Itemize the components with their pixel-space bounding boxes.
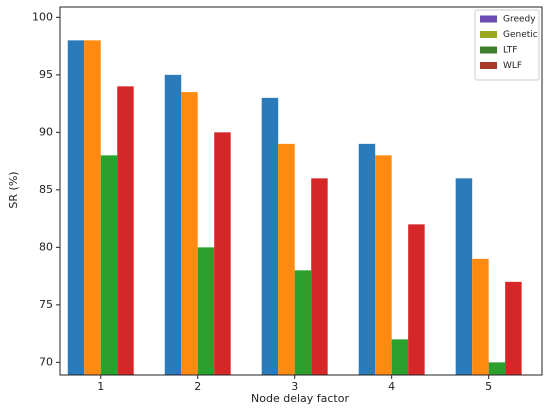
legend-label: LTF	[503, 46, 517, 56]
x-axis-label: Node delay factor	[251, 392, 349, 405]
bar	[358, 143, 376, 375]
bar	[488, 362, 506, 375]
x-tick-label: 4	[388, 380, 395, 393]
bar	[164, 74, 182, 375]
y-tick-label: 90	[39, 125, 53, 138]
x-tick-label: 5	[485, 380, 492, 393]
y-tick-label: 70	[39, 355, 53, 368]
bar	[375, 155, 392, 375]
legend-label: WLF	[503, 61, 522, 71]
legend-label: Genetic	[503, 30, 538, 40]
y-tick-label: 75	[39, 298, 53, 311]
bar	[472, 258, 489, 375]
bar	[67, 40, 85, 375]
bar	[197, 247, 215, 375]
bar	[261, 97, 279, 375]
bar	[214, 132, 231, 375]
x-tick-label: 2	[194, 380, 201, 393]
y-tick-label: 100	[32, 10, 53, 23]
y-tick-label: 85	[39, 183, 53, 196]
bar	[181, 92, 198, 375]
legend-swatch	[480, 46, 497, 54]
bar	[278, 143, 295, 375]
bar	[100, 155, 118, 375]
x-tick-label: 3	[291, 380, 298, 393]
y-tick-label: 80	[39, 240, 53, 253]
y-axis-label: SR (%)	[7, 171, 20, 208]
legend: Greedy Genetic LTF WLF	[474, 9, 540, 81]
legend-swatch	[480, 62, 497, 69]
bar	[311, 178, 328, 375]
bar	[84, 40, 101, 375]
legend-swatch	[480, 31, 497, 38]
legend-label: Greedy	[503, 15, 536, 25]
bar	[455, 178, 473, 375]
y-tick-label: 95	[39, 68, 53, 81]
bar	[505, 281, 522, 375]
bar	[408, 224, 425, 375]
bar	[294, 270, 312, 375]
bar	[391, 339, 409, 375]
bar	[117, 86, 134, 375]
plot-frame	[59, 6, 543, 376]
x-tick-label: 1	[97, 380, 104, 393]
legend-swatch	[480, 15, 497, 23]
